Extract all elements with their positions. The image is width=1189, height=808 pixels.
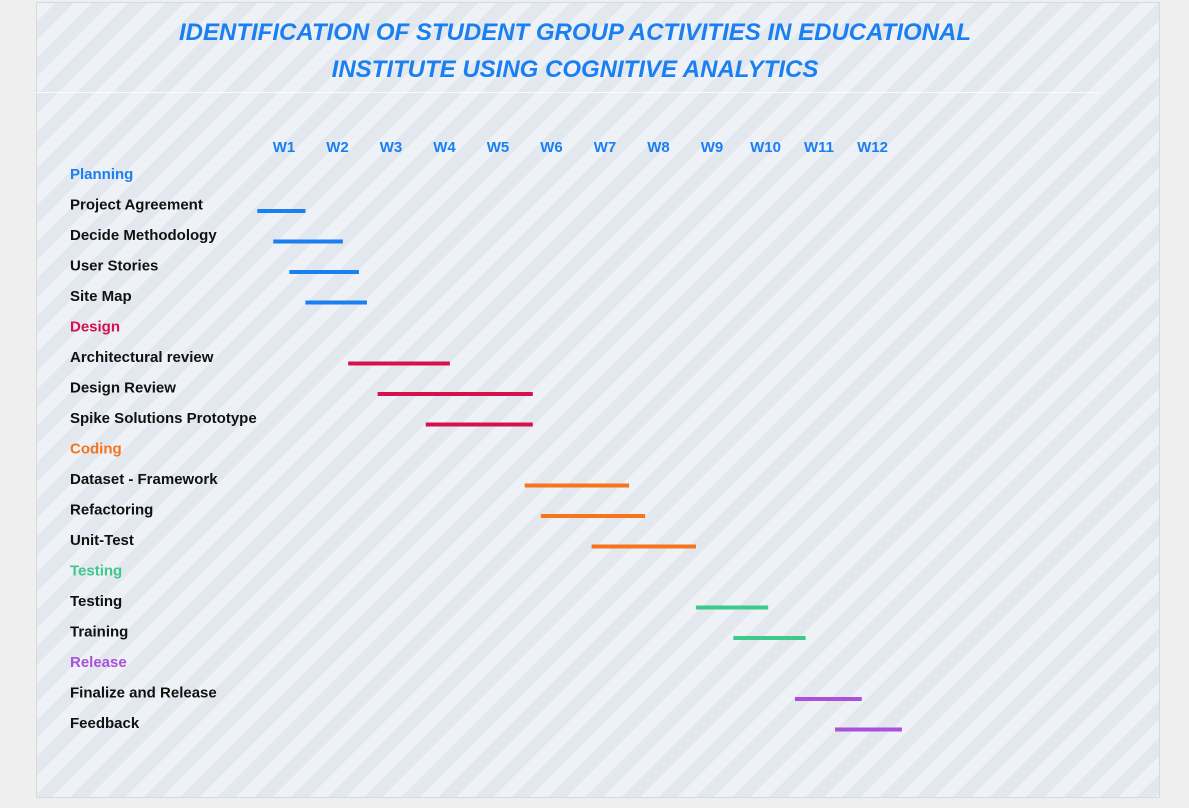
chart-title-line-1: IDENTIFICATION OF STUDENT GROUP ACTIVITI… [179,19,971,46]
task-bar-architectural-review [348,361,450,366]
task-bar-testing [695,605,769,610]
week-label-w11: W11 [804,139,834,156]
week-label-w5: W5 [487,139,510,156]
group-label-planning: Planning [70,166,133,183]
task-label-spike-solutions-prototype: Spike Solutions Prototype [70,410,257,427]
chart-panel [36,2,1160,798]
task-bar-spike-solutions-prototype [425,422,533,427]
task-label-finalize-and-release: Finalize and Release [70,684,217,701]
task-bar-training [733,636,806,640]
week-label-w9: W9 [701,139,724,156]
task-label-user-stories: User Stories [70,257,158,274]
task-label-design-review: Design Review [70,379,176,396]
chart-title: IDENTIFICATION OF STUDENT GROUP ACTIVITI… [0,14,1150,88]
group-label-coding: Coding [70,440,122,457]
task-bar-refactoring [540,514,646,518]
group-label-testing: Testing [70,562,122,579]
task-bar-dataset-framework [524,483,630,488]
task-bar-design-review [377,392,533,396]
task-label-dataset-framework: Dataset - Framework [70,471,218,488]
task-label-project-agreement: Project Agreement [70,196,203,213]
task-label-architectural-review: Architectural review [70,349,214,366]
chart-title-line-2: INSTITUTE USING COGNITIVE ANALYTICS [331,56,819,83]
week-label-w3: W3 [380,139,403,156]
task-label-feedback: Feedback [70,715,140,732]
week-label-w2: W2 [326,139,349,156]
task-bar-project-agreement [257,209,306,213]
week-label-w6: W6 [540,139,563,156]
week-label-w12: W12 [857,139,888,156]
week-label-w8: W8 [647,139,670,156]
task-label-site-map: Site Map [70,288,132,305]
group-label-release: Release [70,654,127,671]
title-divider [36,92,1100,93]
week-label-w7: W7 [594,139,617,156]
task-label-decide-methodology: Decide Methodology [70,227,217,244]
task-label-refactoring: Refactoring [70,501,153,518]
task-label-testing: Testing [70,593,122,610]
task-label-training: Training [70,623,128,640]
task-bar-site-map [305,300,367,305]
task-bar-unit-test [591,544,696,549]
task-bar-decide-methodology [273,239,343,244]
week-label-w1: W1 [273,139,296,156]
week-label-w10: W10 [750,139,781,156]
task-bar-feedback [835,727,902,732]
task-label-unit-test: Unit-Test [70,532,134,549]
week-label-w4: W4 [433,139,456,156]
task-bar-finalize-and-release [794,697,862,701]
task-bar-user-stories [289,270,359,274]
group-label-design: Design [70,318,120,335]
